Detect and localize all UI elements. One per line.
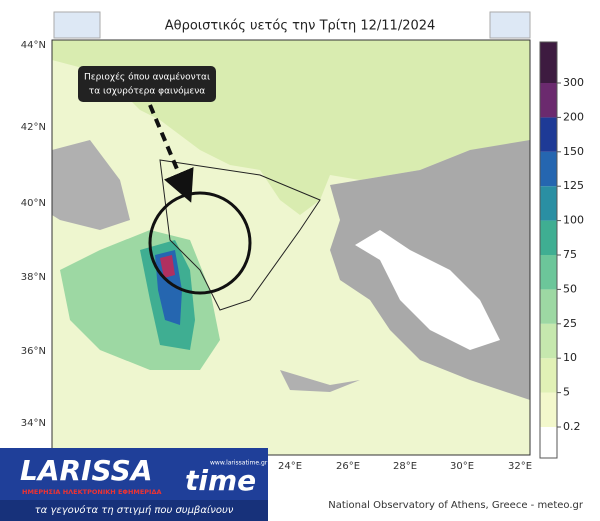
weather-icon bbox=[53, 11, 101, 39]
callout-text: τα ισχυρότερα φαινόμενα bbox=[89, 86, 205, 97]
colorbar-label: 5 bbox=[563, 386, 570, 399]
coastline bbox=[159, 159, 321, 311]
colorbar-segment bbox=[540, 289, 557, 324]
colorbar-label: 300 bbox=[563, 76, 584, 89]
colorbar-label: 10 bbox=[563, 351, 577, 364]
logo-strip bbox=[0, 500, 268, 521]
colorbar-label: 150 bbox=[563, 145, 584, 158]
lat-label: 44°N bbox=[21, 40, 46, 51]
colorbar-segment bbox=[540, 117, 557, 152]
colorbar-label: 50 bbox=[563, 282, 577, 295]
highlight-circle bbox=[148, 191, 252, 295]
colorbar-segment bbox=[540, 323, 557, 359]
rain-max bbox=[155, 250, 182, 325]
colorbar-segment bbox=[540, 42, 557, 83]
colorbar-label: 125 bbox=[563, 179, 584, 192]
island-crete bbox=[280, 370, 360, 392]
title-box bbox=[170, 12, 430, 38]
lon-label: 26°E bbox=[336, 461, 360, 472]
lon-label: 28°E bbox=[393, 461, 417, 472]
map-area bbox=[52, 40, 530, 455]
callout-arrow bbox=[148, 104, 194, 203]
colorbar-segment bbox=[540, 358, 557, 393]
colorbar-label: 0.2 bbox=[563, 420, 581, 433]
colorbar-segment bbox=[540, 151, 557, 187]
credit: National Observatory of Athens, Greece -… bbox=[328, 500, 584, 511]
logo-url: www.larissatime.gr bbox=[210, 460, 268, 467]
land-west bbox=[52, 140, 130, 230]
logo-name: time bbox=[185, 464, 256, 497]
map-frame bbox=[51, 39, 531, 456]
lat-label: 34°N bbox=[21, 418, 46, 429]
callout-box bbox=[78, 66, 216, 102]
weather-icon bbox=[489, 11, 531, 39]
sea-aegean bbox=[355, 230, 500, 350]
logo-slogan: τα γεγονότα τη στιγμή που συμβαίνουν bbox=[35, 504, 234, 516]
colorbar-segment bbox=[540, 427, 557, 458]
lon-label: 24°E bbox=[278, 461, 302, 472]
colorbar-label: 75 bbox=[563, 248, 577, 261]
lon-label: 30°E bbox=[450, 461, 474, 472]
colorbar-label: 200 bbox=[563, 110, 584, 123]
logo-name: LARISSA bbox=[20, 454, 153, 487]
lat-label: 40°N bbox=[21, 198, 46, 209]
rain-peak bbox=[160, 255, 175, 278]
lat-label: 36°N bbox=[21, 346, 46, 357]
colorbar-label: 100 bbox=[563, 214, 584, 227]
colorbar: 0.2 5 10 25 50 75 100 125 150 200 300 bbox=[539, 41, 584, 459]
colorbar-segment bbox=[540, 255, 557, 290]
lat-label: 42°N bbox=[21, 122, 46, 133]
map-title: Αθροιστικός υετός την Τρίτη 12/11/2024 bbox=[165, 19, 436, 34]
colorbar-frame bbox=[539, 41, 558, 459]
logo: LARISSA time www.larissatime.gr ΗΜΕΡΗΣΙΑ… bbox=[0, 448, 268, 521]
colorbar-segment bbox=[540, 220, 557, 255]
logo-tagline: ΗΜΕΡΗΣΙΑ ΗΛΕΚΤΡΟΝΙΚΗ ΕΦΗΜΕΡΙΔΑ bbox=[22, 488, 162, 496]
lat-label: 38°N bbox=[21, 272, 46, 283]
lon-label: 32°E bbox=[508, 461, 532, 472]
colorbar-segment bbox=[540, 392, 557, 427]
callout-text: Περιοχές όπου αναμένονται bbox=[84, 72, 210, 83]
colorbar-label: 25 bbox=[563, 317, 577, 330]
colorbar-segment bbox=[540, 83, 557, 118]
colorbar-segment bbox=[540, 186, 557, 221]
